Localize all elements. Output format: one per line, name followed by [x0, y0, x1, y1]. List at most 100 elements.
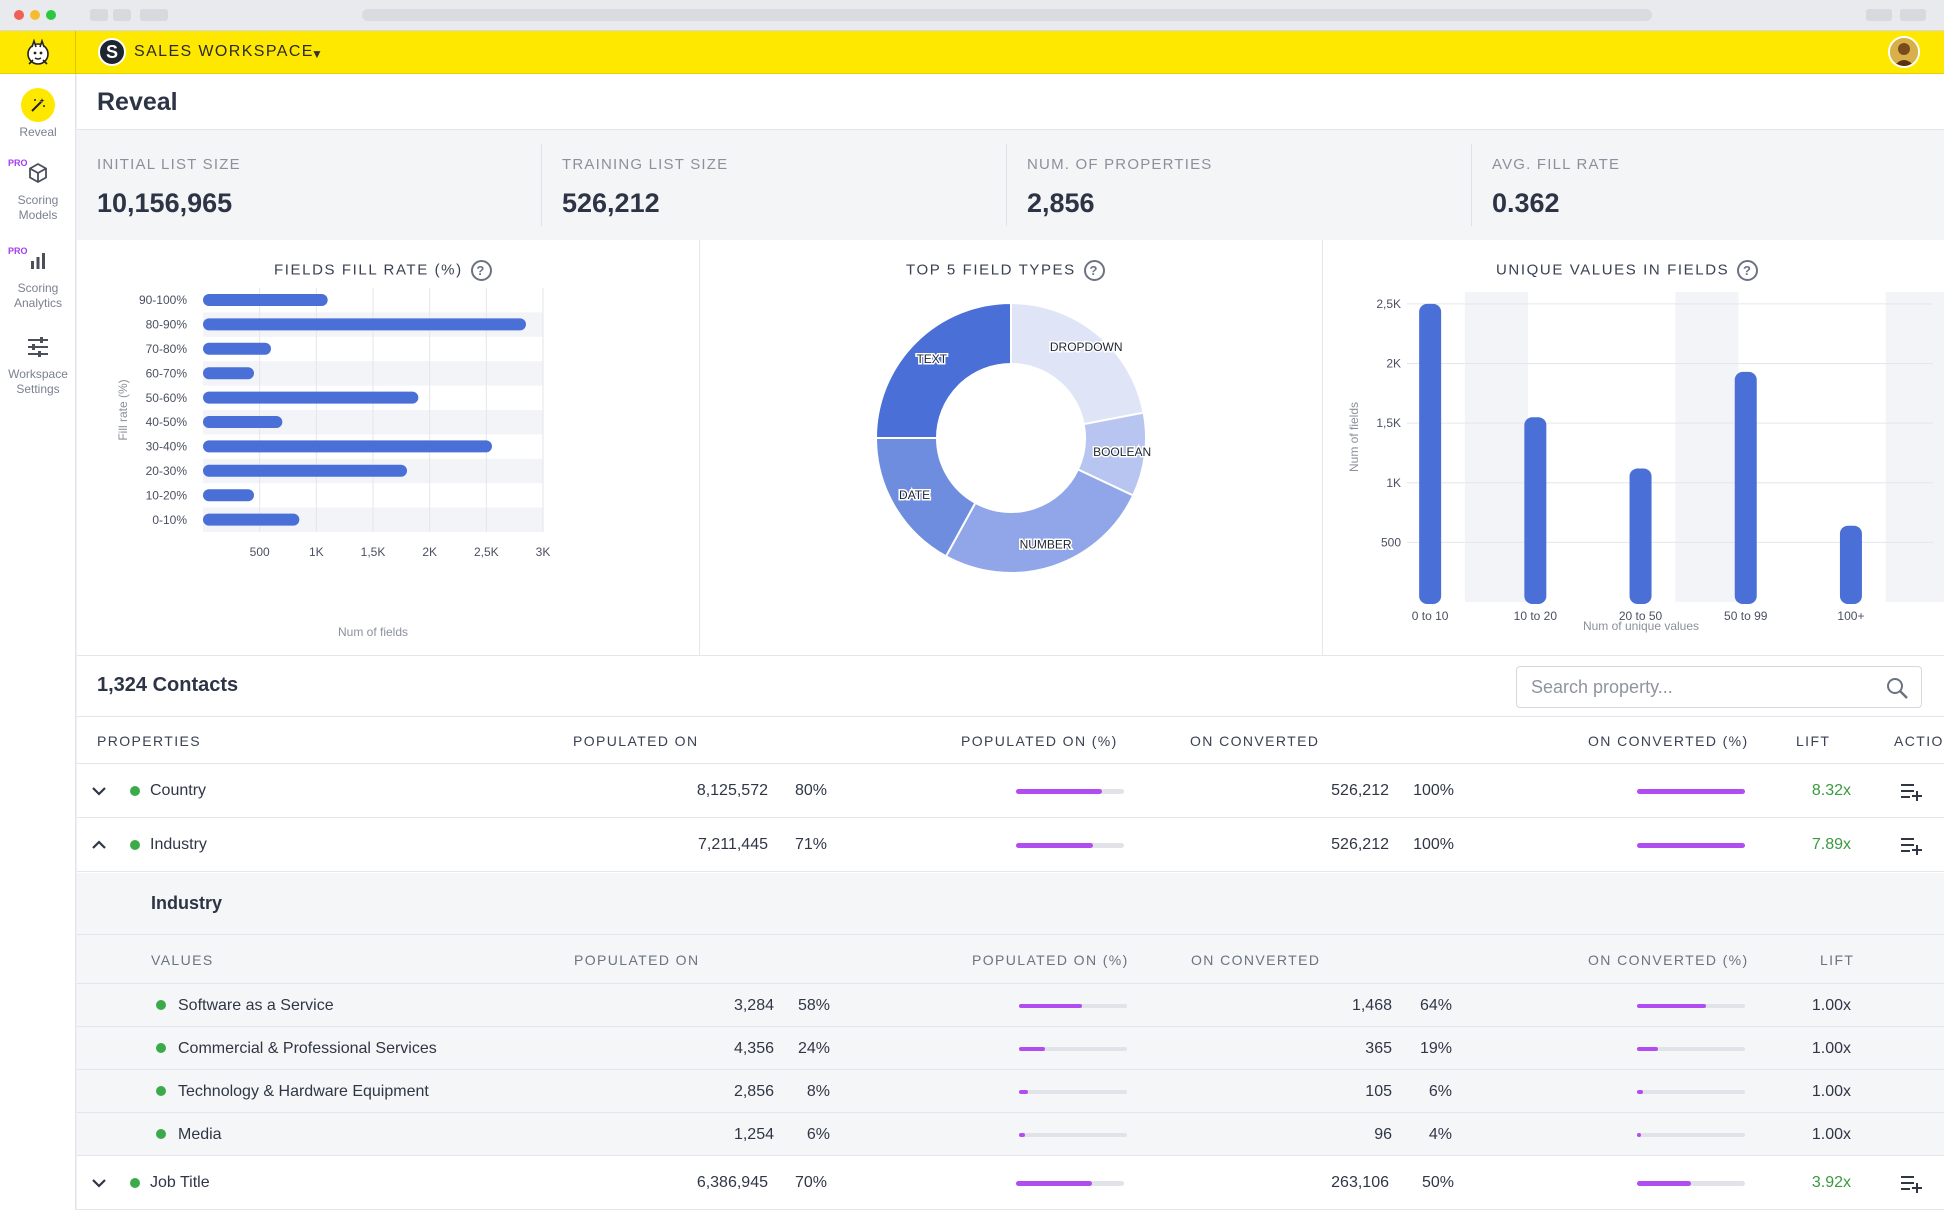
- address-bar[interactable]: [362, 9, 1652, 21]
- stat-label: INITIAL LIST SIZE: [97, 156, 241, 173]
- sidebar-item-scoring-analytics[interactable]: PRO Scoring Analytics: [0, 244, 76, 311]
- x-axis-label: Num of unique values: [1583, 619, 1699, 633]
- maximize-window-dot[interactable]: [46, 10, 56, 20]
- sidebar-item-workspace-settings[interactable]: Workspace Settings: [0, 330, 76, 397]
- help-icon[interactable]: ?: [470, 260, 492, 281]
- bar: [203, 391, 419, 404]
- tabs-button[interactable]: [1900, 9, 1926, 21]
- column-band: [1885, 292, 1944, 602]
- stat-value: 0.362: [1492, 188, 1560, 218]
- unique-values-bar-chart: 500 1K 1,5K 2K 2,5K 0 to 10 10 to 20 20 to 50 50…: [1347, 292, 1944, 633]
- x-tick-label: 20 to 50: [1619, 609, 1663, 623]
- donut-slice: [944, 468, 1135, 574]
- y-tick-label: 20-30%: [146, 464, 188, 478]
- help-icon[interactable]: ?: [1083, 260, 1105, 281]
- share-button[interactable]: [1866, 9, 1892, 21]
- chevron-down-icon[interactable]: [89, 781, 109, 801]
- add-to-list-icon[interactable]: [1900, 1173, 1922, 1193]
- add-to-list-icon[interactable]: [1900, 781, 1922, 801]
- y-tick-label: 60-70%: [146, 366, 188, 380]
- x-tick-label: 3K: [536, 545, 551, 559]
- populated-pct: 71%: [794, 836, 827, 853]
- chevron-up-icon[interactable]: [89, 835, 109, 855]
- x-tick-label: 2,5K: [474, 545, 499, 559]
- back-button[interactable]: [90, 9, 108, 21]
- converted-progress-fill: [1637, 789, 1745, 794]
- workspace-avatar[interactable]: S: [98, 38, 126, 66]
- status-dot: [156, 1129, 166, 1139]
- slice-label: TEXT: [916, 352, 947, 366]
- converted-pct: 19%: [1419, 1040, 1452, 1057]
- status-dot: [156, 1086, 166, 1096]
- close-window-dot[interactable]: [14, 10, 24, 20]
- lift-value: 7.89x: [1811, 836, 1851, 853]
- column-header[interactable]: ON CONVERTED: [1190, 733, 1320, 749]
- user-avatar[interactable]: [1888, 36, 1920, 68]
- y-tick-label: 1K: [1386, 476, 1401, 490]
- populated-progress: [1019, 1133, 1127, 1137]
- converted-progress: [1637, 1004, 1745, 1008]
- top-bar: S SALES WORKSPACE ▼: [0, 31, 1944, 74]
- populated-progress: [1019, 1090, 1127, 1094]
- sidebar-item-reveal[interactable]: Reveal: [0, 88, 76, 140]
- app-logo[interactable]: [0, 31, 76, 74]
- add-to-list-icon[interactable]: [1900, 835, 1922, 855]
- table-row[interactable]: Country 8,125,572 80% 526,212 100% 8.32x: [77, 764, 1944, 818]
- y-tick-label: 40-50%: [146, 415, 188, 429]
- bar: [1734, 371, 1757, 604]
- sidebar-item-label: Scoring Models: [17, 193, 59, 222]
- column-header[interactable]: ON CONVERTED (%): [1588, 733, 1749, 749]
- stat-value: 526,212: [562, 188, 660, 218]
- converted-progress: [1637, 1133, 1745, 1137]
- column-band: [1675, 292, 1739, 602]
- search-input[interactable]: [1531, 676, 1871, 698]
- divider: [1322, 240, 1323, 656]
- bar: [203, 464, 407, 477]
- y-tick-label: 70-80%: [146, 342, 188, 356]
- chart-title-text: TOP 5 FIELD TYPES: [906, 261, 1076, 279]
- search-box[interactable]: [1516, 666, 1922, 708]
- forward-button[interactable]: [113, 9, 131, 21]
- user-photo-icon: [1890, 38, 1918, 66]
- contacts-count: 1,324 Contacts: [97, 674, 239, 696]
- status-dot: [156, 1043, 166, 1053]
- column-header[interactable]: PROPERTIES: [97, 733, 201, 749]
- converted-progress: [1637, 1047, 1745, 1051]
- x-tick-label: 0 to 10: [1412, 609, 1449, 623]
- stat-label: TRAINING LIST SIZE: [562, 156, 729, 173]
- status-dot: [130, 1178, 140, 1188]
- x-tick-label: 1K: [309, 545, 324, 559]
- status-dot: [130, 786, 140, 796]
- table-row[interactable]: Job Title 6,386,945 70% 263,106 50% 3.92…: [77, 1156, 1944, 1210]
- sidebar-toggle-button[interactable]: [140, 9, 168, 21]
- search-icon[interactable]: [1885, 676, 1909, 700]
- on-converted: 263,106: [1331, 1174, 1389, 1191]
- converted-progress: [1637, 843, 1745, 848]
- column-header[interactable]: POPULATED ON (%): [961, 733, 1118, 749]
- stats-bar: INITIAL LIST SIZE 10,156,965 TRAINING LI…: [77, 130, 1944, 240]
- donut-slice: [1010, 301, 1145, 426]
- converted-pct: 100%: [1413, 782, 1454, 799]
- lift-value: 1.00x: [1811, 997, 1851, 1014]
- workspace-name[interactable]: SALES WORKSPACE: [134, 43, 314, 60]
- chevron-down-icon[interactable]: ▼: [311, 47, 323, 61]
- table-row[interactable]: Industry 7,211,445 71% 526,212 100% 7.89…: [77, 818, 1944, 872]
- populated-pct: 24%: [797, 1040, 830, 1057]
- value-row: Technology & Hardware Equipment 2,856 8%…: [77, 1070, 1944, 1113]
- bar: [1839, 525, 1862, 604]
- column-header[interactable]: LIFT: [1796, 733, 1831, 749]
- bar: [203, 367, 254, 380]
- sidebar-item-label: Reveal: [19, 125, 57, 139]
- value-name: Commercial & Professional Services: [178, 1040, 437, 1057]
- x-tick-label: 10 to 20: [1514, 609, 1558, 623]
- cube-icon: [21, 156, 55, 190]
- charts-row: FIELDS FILL RATE (%)? 500 1K 1,5K 2K 2,5K 3K 9…: [77, 240, 1944, 656]
- slice-label: DROPDOWN: [1050, 340, 1123, 354]
- help-icon[interactable]: ?: [1737, 260, 1759, 281]
- stat-avg-fill-rate: AVG. FILL RATE 0.362: [1472, 130, 1937, 240]
- sidebar-item-scoring-models[interactable]: PRO Scoring Models: [0, 156, 76, 223]
- populated-pct: 58%: [797, 997, 830, 1014]
- column-header[interactable]: POPULATED ON: [573, 733, 699, 749]
- minimize-window-dot[interactable]: [30, 10, 40, 20]
- chevron-down-icon[interactable]: [89, 1173, 109, 1193]
